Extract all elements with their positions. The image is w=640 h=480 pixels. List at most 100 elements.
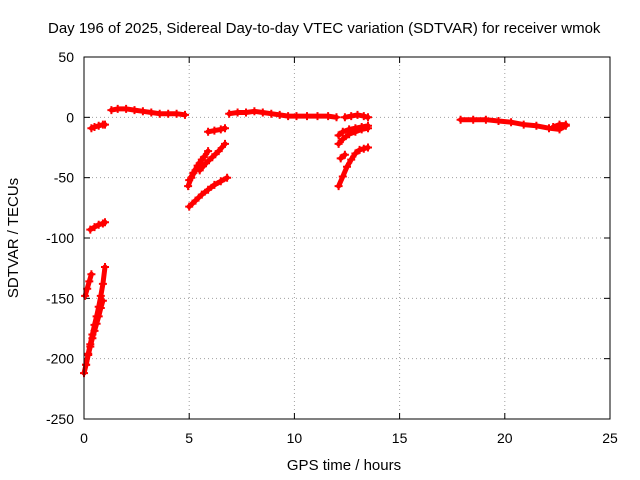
data-point [332,113,341,122]
data-point [258,108,267,117]
data-point [98,296,107,305]
data-point [90,123,99,131]
series-trace [108,106,188,118]
data-point [338,172,347,181]
data-point [202,159,210,168]
data-point [519,120,528,129]
chart-title: Day 196 of 2025, Sidereal Day-to-day VTE… [48,20,601,37]
y-tick-label: 50 [58,49,74,65]
y-tick-labels: -250 -200 -150 -100 -50 0 50 [46,49,74,427]
data-point [210,180,219,189]
data-point [82,360,91,369]
data-point [85,277,94,286]
data-point [340,150,349,159]
data-point [83,284,92,293]
y-tick-label: 0 [66,109,74,125]
data-point [345,125,354,134]
series-seg-15 [334,121,372,140]
data-point [86,225,95,234]
data-point [225,109,234,118]
data-point [98,279,107,288]
data-point [101,120,109,129]
series-seg-13 [334,143,372,191]
series-seg-6 [107,104,189,119]
series-trace [186,157,205,183]
series-seg-16 [336,150,349,163]
data-point [242,108,250,117]
data-point [343,162,351,171]
data-point [90,326,99,335]
data-point [233,108,242,117]
y-axis-label: SDTVAR / TECUs [5,178,22,298]
data-point [364,121,372,130]
data-point [86,342,95,351]
data-point [197,155,206,164]
data-point [532,121,541,130]
data-point [494,117,503,125]
data-point [94,220,103,229]
data-point [469,115,478,124]
series-seg-12 [225,107,341,122]
x-tick-labels: 0 5 10 15 20 25 [80,430,618,446]
data-point [351,149,360,158]
data-point [338,127,347,136]
series-seg-11 [204,124,229,136]
data-point [303,112,311,121]
data-point [292,112,301,121]
series-seg-3 [81,270,96,300]
data-point [113,104,122,113]
data-point [347,112,356,121]
y-tick-label: -50 [54,170,74,186]
data-point [122,104,131,113]
data-point [357,123,366,131]
data-point [507,118,516,127]
series-seg-4 [86,218,109,234]
data-point [324,112,333,121]
data-point [284,112,293,121]
data-point [88,334,97,343]
data-point [359,112,368,121]
data-point [334,139,343,148]
data-point [214,147,223,156]
data-point [191,196,200,205]
data-point [338,135,347,144]
series-seg-2 [82,296,107,369]
series-seg-9 [185,173,232,211]
plot-frame [83,56,611,420]
data-point [210,126,219,135]
data-point [94,121,103,130]
data-point [185,176,194,185]
y-tick-label: -100 [46,230,74,246]
data-point [164,109,173,118]
data-point [561,120,570,129]
data-point [353,110,362,119]
x-tick-label: 25 [602,430,618,446]
data-point [107,106,116,115]
data-point [351,124,360,133]
data-point [355,145,364,154]
data-point [223,173,232,182]
y-tick-label: -150 [46,290,74,306]
data-point [340,113,349,122]
x-tick-label: 5 [185,430,193,446]
y-tick-label: -200 [46,351,74,367]
data-point [347,155,356,164]
data-point [481,115,490,124]
data-point [364,113,372,122]
data-point [208,153,217,162]
data-point [193,161,202,170]
data-point [336,154,345,163]
data-point [185,202,194,211]
series-seg-19 [549,120,570,131]
data-point [364,143,372,152]
series-seg-17 [340,110,372,122]
series-seg-5 [87,120,109,133]
data-point [275,110,284,119]
data-point [101,218,109,227]
data-points [80,104,570,378]
x-tick-label: 20 [497,430,513,446]
data-point [130,106,139,115]
series-seg-10 [195,139,229,175]
series-seg-8 [185,155,206,185]
